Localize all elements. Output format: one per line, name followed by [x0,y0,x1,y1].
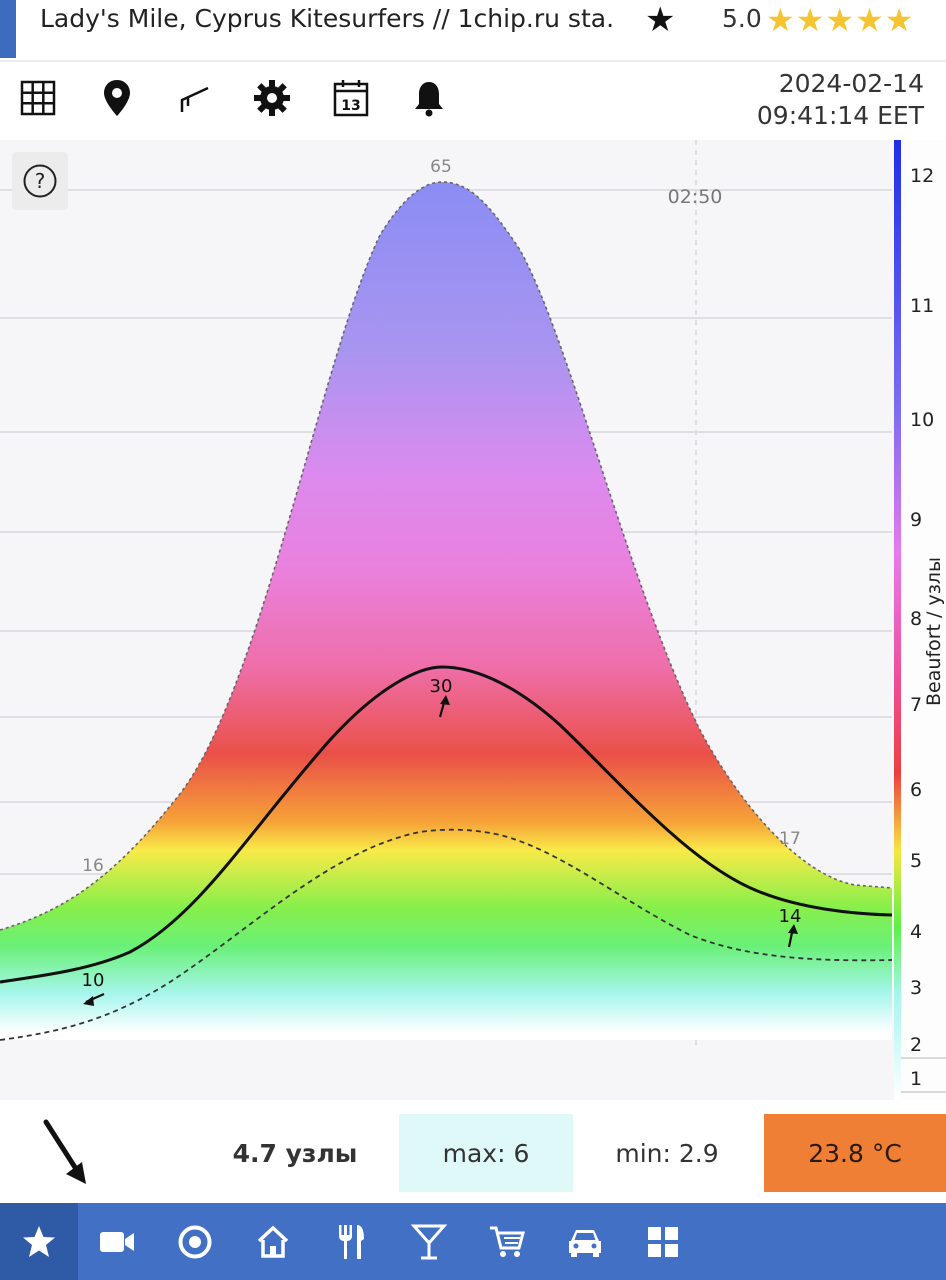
gust-line [0,181,893,931]
beaufort-tick: 4 [910,921,922,943]
min-wind-value: min: 2.9 [615,1138,719,1168]
gust-label-peak: 65 [430,157,452,177]
gust-area [0,182,892,1040]
max-wind-value: max: 6 [399,1114,573,1192]
beaufort-tick: 7 [910,694,922,716]
nav-home-icon[interactable] [234,1203,312,1280]
datetime-display: 2024-02-14 09:41:14 EET [757,68,924,132]
lull-line [0,828,893,1041]
bell-icon[interactable] [409,78,449,118]
beaufort-scale-bar [894,140,901,1100]
calendar-icon[interactable]: 13 [331,78,371,118]
grid-icon[interactable] [18,78,58,118]
wind-chart-svg: 02:50 16 65 17 10 30 14 [0,140,946,1100]
nav-target-icon[interactable] [156,1203,234,1280]
beaufort-tick: 8 [910,608,922,630]
gear-icon[interactable] [252,78,292,118]
beaufort-tick-labels: 12 11 10 9 8 7 6 5 4 3 2 1 [910,165,934,1090]
wind-label-start: 10 [82,970,105,991]
title-accent-bar [0,0,16,58]
help-button[interactable]: ? [12,152,68,210]
wind-vane-icon[interactable] [174,78,214,118]
wind-label-peak: 30 [430,676,453,697]
beaufort-tick: 11 [910,295,934,317]
wind-direction-arrow-start [83,992,105,1006]
wind-direction-big-arrow-icon [43,1119,86,1184]
temperature-value: 23.8 °C [764,1114,946,1192]
beaufort-tick: 1 [910,1068,922,1090]
favorite-star-icon[interactable]: ★ [645,0,676,40]
wind-direction-arrow-end [787,924,798,948]
nav-restaurant-icon[interactable] [312,1203,390,1280]
time-marker-label: 02:50 [668,186,723,208]
wind-direction-arrow-peak [438,695,450,718]
beaufort-tick: 5 [910,850,922,872]
help-icon: ? [35,169,46,193]
map-pin-icon[interactable] [97,78,137,118]
chart-bottom-fill [0,1045,892,1100]
beaufort-scale-panel [901,140,946,1100]
beaufort-tick: 10 [910,409,934,431]
beaufort-axis-label: Beaufort / узлы [923,557,945,706]
calendar-day: 13 [341,98,360,114]
wind-label-end: 14 [779,906,802,927]
current-wind-value: 4.7 узлы [232,1138,358,1168]
nav-cocktail-icon[interactable] [390,1203,468,1280]
nav-apps-grid-icon[interactable] [624,1203,702,1280]
beaufort-tick-lines [901,1057,946,1093]
rating-value: 5.0 [722,4,762,33]
gust-label-end: 17 [779,829,801,849]
beaufort-tick: 6 [910,779,922,801]
wind-line [0,665,893,984]
title-bar: Lady's Mile, Cyprus Kitesurfers // 1chip… [0,0,946,60]
gust-label-start: 16 [82,856,104,876]
bottom-navigation [0,1203,946,1280]
nav-star-icon[interactable] [0,1203,78,1280]
beaufort-tick: 2 [910,1034,922,1056]
header-divider [0,60,946,62]
nav-video-camera-icon[interactable] [78,1203,156,1280]
beaufort-tick: 3 [910,977,922,999]
beaufort-tick: 12 [910,165,934,187]
station-title: Lady's Mile, Cyprus Kitesurfers // 1chip… [40,4,615,33]
date-text: 2024-02-14 [778,69,924,98]
stats-bar: 4.7 узлы max: 6 min: 2.9 23.8 °C [0,1100,946,1203]
nav-shopping-cart-icon[interactable] [468,1203,546,1280]
toolbar: 13 2024-02-14 09:41:14 EET [0,62,946,140]
beaufort-tick: 9 [910,509,922,531]
rating-stars-icon: ★★★★★ [766,1,915,39]
wind-chart: 02:50 16 65 17 10 30 14 [0,140,946,1100]
nav-car-icon[interactable] [546,1203,624,1280]
time-text: 09:41:14 EET [756,101,924,130]
